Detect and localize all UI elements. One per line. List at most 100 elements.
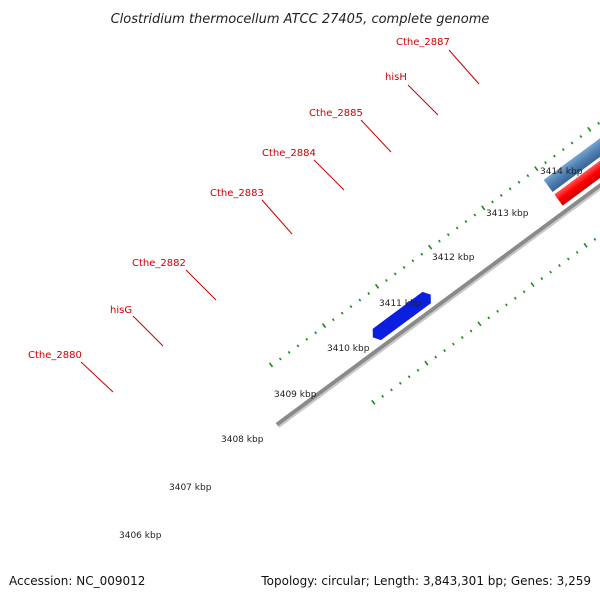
minor-tick-mark [464,220,468,224]
kbp-label: 3409 kbp [274,390,317,400]
kbp-label: 3407 kbp [169,483,212,493]
minor-tick-mark [549,270,553,274]
map-title: Clostridium thermocellum ATCC 27405, com… [111,12,490,27]
minor-tick-mark [390,388,393,392]
minor-tick-mark [522,290,526,294]
minor-tick-mark [597,121,600,125]
gene-label[interactable]: hisH [385,72,407,83]
leader-line-cthe-2884 [313,159,345,191]
minor-tick-mark [496,309,499,313]
minor-tick-mark [367,292,371,295]
gene-label[interactable]: Cthe_2880 [28,350,82,361]
minor-tick-mark [487,316,491,320]
minor-tick-mark [593,237,597,241]
leader-line-cthe-2885 [360,119,392,153]
minor-tick-mark [499,193,503,197]
gene-label[interactable]: Cthe_2885 [309,108,363,119]
minor-tick-mark [508,187,512,191]
major-tick-mark [268,362,274,368]
minor-tick-mark [491,200,494,204]
minor-tick-mark [381,394,385,398]
minor-tick-mark [553,154,556,158]
minor-tick-mark [398,381,402,385]
minor-tick-mark [402,265,406,269]
minor-tick-mark [349,305,353,309]
minor-tick-mark [340,311,344,315]
gene-arrow-dark-blue[interactable] [369,289,435,343]
major-tick-mark [587,126,592,132]
accession-text: Accession: NC_009012 [9,574,145,588]
minor-tick-mark [505,303,508,307]
minor-tick-mark [540,277,544,281]
minor-tick-mark [561,148,565,152]
minor-tick-mark [455,226,459,230]
minor-tick-mark [331,318,335,322]
major-tick-mark [481,205,486,211]
minor-tick-mark [579,134,583,138]
minor-tick-mark [393,272,397,276]
tick-row-inner [371,237,597,405]
minor-tick-mark [526,174,530,178]
minor-tick-mark [278,357,282,361]
gene-label[interactable]: Cthe_2883 [210,188,264,199]
gene-label[interactable]: Cthe_2882 [132,258,186,269]
kbp-scale-labels: 3406 kbp 3407 kbp 3408 kbp 3409 kbp 3410… [119,167,583,541]
minor-tick-mark [570,141,574,145]
leader-line-cthe-2882 [185,269,217,301]
gene-label[interactable]: Cthe_2887 [396,37,450,48]
gene-label[interactable]: hisG [110,305,132,316]
major-tick-mark [534,166,539,172]
kbp-label: 3413 kbp [486,209,529,219]
major-tick-mark [583,242,588,248]
leader-line-cthe-2880 [80,361,114,393]
kbp-label: 3411 kbp [379,299,422,309]
cds-track-red [554,145,600,206]
minor-tick-mark [469,329,473,333]
minor-tick-mark [416,368,420,372]
tick-row-outer [268,121,600,368]
major-tick-mark [374,283,380,289]
minor-tick-mark [411,259,415,263]
kbp-label: 3410 kbp [327,344,370,354]
minor-tick-mark [443,349,446,353]
gene-label[interactable]: Cthe_2884 [262,148,316,159]
minor-tick-mark [513,296,517,300]
minor-tick-mark [434,355,438,359]
minor-tick-mark [558,264,561,268]
minor-tick-mark [566,257,570,261]
topology-text: Topology: circular; Length: 3,843,301 bp… [260,574,591,588]
minor-tick-mark [287,350,291,354]
minor-tick-mark [544,161,547,165]
genome-backbone-shadow [278,0,600,428]
cds-arrow-cthe-2880[interactable] [554,145,600,206]
leader-line-cthe-2887 [448,49,480,85]
kbp-label: 3408 kbp [221,435,264,445]
genome-backbone [275,0,600,427]
minor-tick-mark [407,375,411,379]
gene-labels: Cthe_2880 hisG Cthe_2882 Cthe_2883 Cthe_… [28,37,450,361]
leader-line-cthe-2883 [261,199,293,235]
minor-tick-mark [473,213,477,217]
kbp-label: 3406 kbp [119,531,162,541]
minor-tick-mark [460,336,464,339]
minor-tick-mark [451,342,455,346]
minor-tick-mark [446,233,450,237]
minor-tick-mark [296,344,300,348]
leader-line-hisg [132,315,164,347]
major-tick-mark [424,360,429,366]
minor-tick-mark [305,337,309,341]
major-tick-mark [371,399,376,405]
major-tick-mark [530,282,535,288]
minor-tick-mark [420,252,424,256]
major-tick-mark [477,321,482,327]
gene-leader-lines [80,49,480,393]
minor-tick-mark [358,298,362,302]
kbp-label: 3414 kbp [540,167,583,177]
minor-tick-mark [575,250,579,254]
major-tick-mark [428,244,433,250]
minor-tick-mark [438,239,441,243]
kbp-label: 3412 kbp [432,253,475,263]
minor-tick-mark [517,180,521,184]
cds-track-blue [543,131,600,192]
